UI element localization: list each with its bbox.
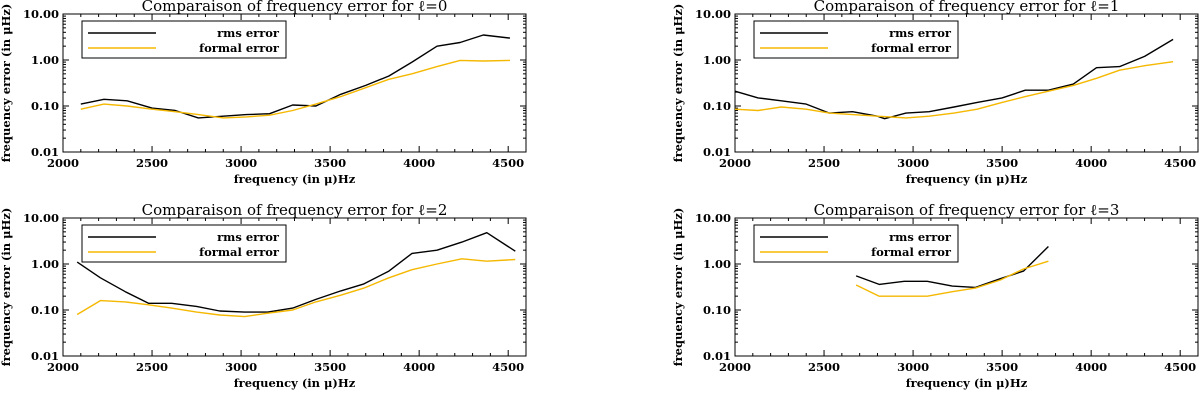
y-tick-label: 0.01 — [31, 349, 59, 363]
y-axis-label: frequency error (in μHz) — [0, 4, 13, 163]
formal-error-line — [734, 61, 1174, 119]
y-tick-label: 0.10 — [703, 303, 731, 317]
x-axis-label: frequency (in μ)Hz — [906, 376, 1028, 390]
legend-entry: formal error — [871, 245, 952, 259]
y-tick-label: 10.00 — [695, 7, 731, 21]
x-tick-label: 3000 — [225, 360, 257, 374]
y-tick-label: 0.01 — [703, 145, 731, 159]
x-tick-label: 2500 — [136, 360, 168, 374]
chart-panel-3: Comparaison of frequency error for ℓ=3 20… — [671, 201, 1199, 390]
legend-entry: rms error — [217, 26, 280, 40]
legend-entry: formal error — [199, 41, 280, 55]
formal-error-line — [855, 260, 1049, 297]
legend-entry: rms error — [889, 230, 952, 244]
y-tick-label: 10.00 — [23, 7, 59, 21]
y-tick-label: 0.10 — [31, 303, 59, 317]
rms-error-line — [855, 246, 1049, 289]
legend-entry: formal error — [871, 41, 952, 55]
chart-title: Comparaison of frequency error for ℓ=2 — [142, 201, 448, 219]
y-axis-label: frequency error (in μHz) — [0, 208, 13, 367]
chart-panel-1: Comparaison of frequency error for ℓ=1 20… — [671, 0, 1199, 186]
x-tick-label: 2500 — [808, 360, 840, 374]
chart-title: Comparaison of frequency error for ℓ=0 — [142, 0, 448, 15]
x-tick-label: 2500 — [136, 156, 168, 170]
legend-box — [81, 20, 287, 59]
x-tick-label: 4000 — [403, 156, 435, 170]
x-tick-label: 2000 — [47, 360, 79, 374]
x-tick-label: 4000 — [403, 360, 435, 374]
formal-error-line — [80, 59, 511, 119]
y-tick-label: 0.01 — [703, 349, 731, 363]
x-tick-label: 4500 — [1164, 156, 1196, 170]
x-axis-label: frequency (in μ)Hz — [906, 172, 1028, 186]
legend-box — [753, 224, 959, 263]
x-axis-label: frequency (in μ)Hz — [234, 376, 356, 390]
y-tick-label: 1.00 — [31, 257, 59, 271]
x-tick-label: 4000 — [1075, 156, 1107, 170]
y-tick-label: 1.00 — [31, 53, 59, 67]
y-tick-label: 10.00 — [23, 211, 59, 225]
x-tick-label: 2000 — [719, 156, 751, 170]
x-tick-label: 3500 — [314, 360, 346, 374]
y-tick-label: 10.00 — [695, 211, 731, 225]
y-tick-label: 0.10 — [703, 99, 731, 113]
y-tick-label: 1.00 — [703, 53, 731, 67]
y-tick-label: 1.00 — [703, 257, 731, 271]
legend-box — [753, 20, 959, 59]
formal-error-line — [76, 258, 516, 318]
rms-error-line — [734, 38, 1174, 120]
x-tick-label: 2000 — [47, 156, 79, 170]
x-tick-label: 4500 — [492, 360, 524, 374]
legend-entry: formal error — [199, 245, 280, 259]
x-tick-label: 3000 — [897, 156, 929, 170]
x-tick-label: 3500 — [986, 156, 1018, 170]
rms-error-line — [80, 34, 511, 119]
y-axis-label: frequency error (in μHz) — [671, 4, 685, 163]
rms-error-line — [76, 231, 516, 313]
x-tick-label: 2000 — [719, 360, 751, 374]
x-tick-label: 3000 — [225, 156, 257, 170]
x-tick-label: 3500 — [314, 156, 346, 170]
x-tick-label: 4000 — [1075, 360, 1107, 374]
x-tick-label: 2500 — [808, 156, 840, 170]
y-tick-label: 0.01 — [31, 145, 59, 159]
chart-panel-0: Comparaison of frequency error for ℓ=0 20… — [0, 0, 527, 186]
chart-panel-2: Comparaison of frequency error for ℓ=2 20… — [0, 201, 527, 390]
x-axis-label: frequency (in μ)Hz — [234, 172, 356, 186]
x-tick-label: 3000 — [897, 360, 929, 374]
x-tick-label: 3500 — [986, 360, 1018, 374]
legend-box — [81, 224, 287, 263]
legend-entry: rms error — [217, 230, 280, 244]
x-tick-label: 4500 — [1164, 360, 1196, 374]
x-tick-label: 4500 — [492, 156, 524, 170]
y-tick-label: 0.10 — [31, 99, 59, 113]
legend-entry: rms error — [889, 26, 952, 40]
chart-title: Comparaison of frequency error for ℓ=1 — [814, 0, 1120, 15]
y-axis-label: frequency error (in μHz) — [671, 208, 685, 367]
chart-title: Comparaison of frequency error for ℓ=3 — [814, 201, 1120, 219]
